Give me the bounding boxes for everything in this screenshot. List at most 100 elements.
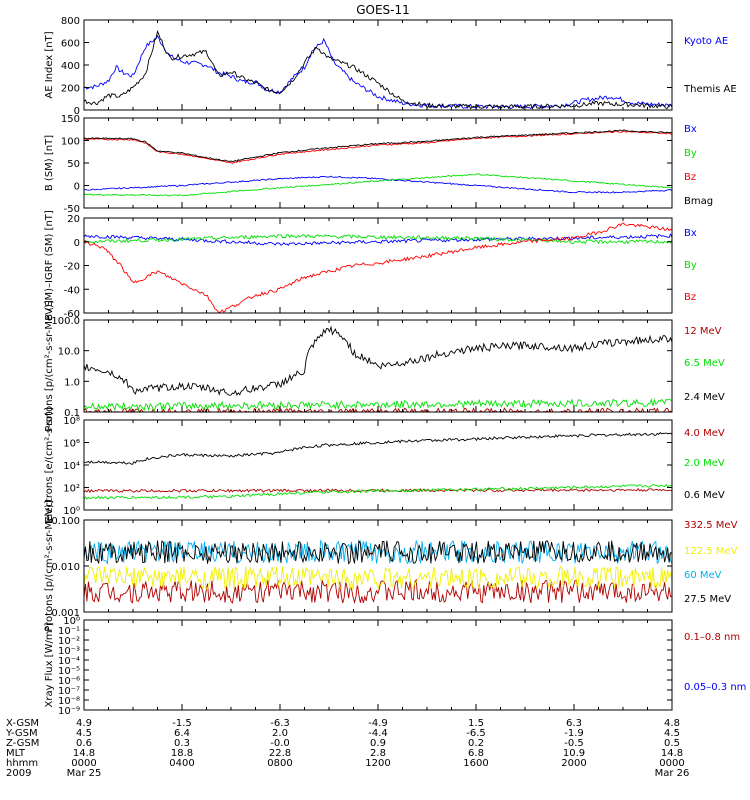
x-axis-value: 1200 xyxy=(365,758,390,769)
x-axis-value: 6.3 xyxy=(566,718,582,729)
x-axis-row-label: Z-GSM xyxy=(6,738,39,749)
legend-entry: Bmag xyxy=(684,196,713,207)
x-axis-value: 0000 xyxy=(71,758,96,769)
y-tick-label: 10⁴ xyxy=(63,461,80,472)
legend-entry: By xyxy=(684,148,697,159)
y-tick-label: 50 xyxy=(67,159,80,170)
series-ae-1 xyxy=(83,29,673,110)
y-axis-label: Xray Flux [W/m²] xyxy=(44,622,55,707)
x-axis-value: -6.3 xyxy=(270,718,290,729)
x-axis-value: 0.3 xyxy=(174,738,190,749)
legend-entry: Bz xyxy=(684,172,696,183)
x-axis-value: -0.0 xyxy=(270,738,290,749)
y-tick-label: 10⁻⁷ xyxy=(58,686,80,697)
x-axis-value: 1600 xyxy=(463,758,488,769)
x-axis-value: -1.9 xyxy=(564,728,584,739)
x-axis-table: X-GSMY-GSMZ-GSMMLThhmm20094.94.50.614.80… xyxy=(5,718,689,779)
series-b_sm-1 xyxy=(83,173,673,197)
panel-frame xyxy=(83,19,673,111)
x-axis-value: Mar 25 xyxy=(67,768,102,779)
x-axis-value: 0.2 xyxy=(468,738,484,749)
x-axis-value: 0.6 xyxy=(76,738,92,749)
x-axis-value: 4.5 xyxy=(664,728,680,739)
x-axis-value: 0400 xyxy=(169,758,194,769)
legend-entry: Bx xyxy=(684,228,697,239)
panel-b_igrf: -60 -40 -20 0 20 B (SM)–IGRF (SM) [nT] Bx By Bz xyxy=(44,210,697,321)
legend-entry: Bz xyxy=(684,292,696,303)
y-tick-label: -50 xyxy=(64,204,80,215)
x-axis-row-label: hhmm xyxy=(6,758,38,769)
x-axis-row-label: 2009 xyxy=(6,768,31,779)
y-tick-label: 0 xyxy=(74,182,80,193)
y-tick-label: 0.010 xyxy=(51,562,80,573)
panel-frame xyxy=(83,117,673,209)
legend-entry: 2.0 MeV xyxy=(684,458,725,469)
y-tick-label: 10⁰ xyxy=(63,506,80,517)
y-tick-label: 10⁻³ xyxy=(58,646,80,657)
y-axis-label: Electrons [e/(cm²-s-sr)] xyxy=(44,407,55,523)
series-protons_low-2 xyxy=(83,325,673,396)
x-axis-value: 14.8 xyxy=(73,748,95,759)
series-b_igrf-2 xyxy=(83,222,673,314)
y-tick-label: 10⁻⁵ xyxy=(58,666,80,677)
x-axis-value: 4.8 xyxy=(664,718,680,729)
panel-b_sm: -50 0 50 100 150 B (SM) [nT] Bx By Bz Bmag xyxy=(44,114,713,215)
x-axis-value: -4.9 xyxy=(368,718,388,729)
x-axis-row-label: Y-GSM xyxy=(5,728,38,739)
y-axis-label: B (SM)–IGRF (SM) [nT] xyxy=(44,210,55,321)
series-protons_high-1 xyxy=(83,565,673,591)
y-tick-label: 0.1 xyxy=(64,408,80,419)
panel-frame xyxy=(83,519,673,613)
x-axis-value: -4.4 xyxy=(368,728,388,739)
y-axis-label: AE Index [nT] xyxy=(44,31,55,98)
y-tick-label: 20 xyxy=(67,214,80,225)
legend-entry: 2.4 MeV xyxy=(684,392,725,403)
series-b_sm-2 xyxy=(83,130,673,164)
legend-entry: 0.1–0.8 nm xyxy=(684,632,740,643)
legend-entry: 27.5 MeV xyxy=(684,594,731,605)
y-tick-label: 0 xyxy=(74,106,80,117)
x-axis-value: -0.5 xyxy=(564,738,584,749)
series-b_igrf-1 xyxy=(83,233,673,245)
y-tick-label: 10² xyxy=(63,484,80,495)
y-tick-label: -40 xyxy=(64,285,80,296)
x-axis-value: 14.8 xyxy=(661,748,683,759)
series-b_igrf-0 xyxy=(83,232,673,247)
y-tick-label: 100 xyxy=(61,137,80,148)
y-tick-label: 10.0 xyxy=(58,347,80,358)
panel-electrons: 10⁰ 10² 10⁴ 10⁶ 10⁸ Electrons [e/(cm²-s-sr)] 4… xyxy=(44,407,725,523)
legend-entry: Themis AE xyxy=(683,84,737,95)
panel-frame xyxy=(83,217,673,314)
legend-entry: 122.5 MeV xyxy=(684,546,738,557)
y-tick-label: 0.100 xyxy=(51,516,80,527)
series-protons_high-0 xyxy=(83,578,673,605)
panel-frame xyxy=(83,419,673,511)
legend-entry: 332.5 MeV xyxy=(684,520,738,531)
x-axis-row-label: MLT xyxy=(6,748,26,759)
y-tick-label: 10⁶ xyxy=(63,439,80,450)
y-tick-label: 1.0 xyxy=(64,377,80,388)
x-axis-row-label: X-GSM xyxy=(6,718,39,729)
series-electrons-2 xyxy=(83,431,673,465)
x-axis-value: 18.8 xyxy=(171,748,193,759)
series-b_sm-3 xyxy=(83,129,673,163)
y-tick-label: 100.0 xyxy=(51,316,80,327)
legend-entry: Bx xyxy=(684,124,697,135)
x-axis-value: -1.5 xyxy=(172,718,192,729)
y-tick-label: 10⁸ xyxy=(63,416,80,427)
x-axis-value: 2000 xyxy=(561,758,586,769)
y-axis-label: Protons [p/(cm²-s-sr-MeV)] xyxy=(44,300,55,432)
x-axis-value: 0.9 xyxy=(370,738,386,749)
x-axis-value: 2.8 xyxy=(370,748,386,759)
x-axis-value: 4.5 xyxy=(76,728,92,739)
legend-entry: 0.05–0.3 nm xyxy=(684,682,746,693)
y-axis-label: Protons [p/(cm²-s-sr-MeV)] xyxy=(44,500,55,632)
legend-entry: 0.6 MeV xyxy=(684,490,725,501)
y-tick-label: -20 xyxy=(64,262,80,273)
y-tick-label: 10⁻⁴ xyxy=(58,656,80,667)
y-tick-label: 10⁻⁹ xyxy=(58,706,80,717)
x-axis-value: 0000 xyxy=(659,758,684,769)
